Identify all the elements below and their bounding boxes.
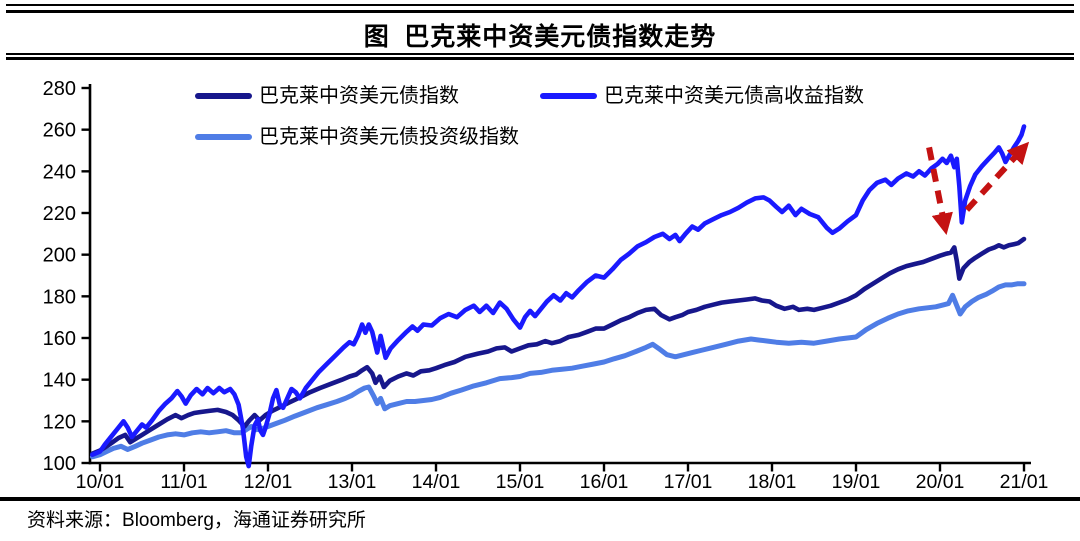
x-tick-label: 18/01 bbox=[748, 471, 797, 493]
series-investment-grade-index bbox=[89, 281, 1027, 460]
source-suffix: ，海通证券研究所 bbox=[213, 510, 366, 531]
y-tick-label: 140 bbox=[43, 370, 76, 392]
x-tick-label: 17/01 bbox=[664, 471, 713, 493]
x-tick-label: 19/01 bbox=[832, 471, 881, 493]
x-tick-label: 16/01 bbox=[580, 471, 629, 493]
y-tick-label: 200 bbox=[43, 245, 76, 267]
x-tick-label: 13/01 bbox=[328, 471, 377, 493]
y-tick-label: 120 bbox=[43, 411, 76, 433]
series-overall-index bbox=[90, 236, 1027, 456]
x-tick-label: 21/01 bbox=[1000, 471, 1049, 493]
source-prefix: 资料来源： bbox=[27, 510, 123, 531]
x-tick-label: 20/01 bbox=[916, 471, 965, 493]
x-tick-label: 10/01 bbox=[76, 471, 125, 493]
crash-down-arrow bbox=[926, 146, 953, 235]
y-axis-ticks: 100 120 140 160 180 200 220 240 260 280 bbox=[43, 78, 90, 475]
source-org: Bloomberg bbox=[122, 510, 214, 531]
x-tick-label: 11/01 bbox=[160, 471, 207, 493]
top-rule-thin bbox=[6, 4, 1074, 6]
top-rule-thick bbox=[6, 10, 1074, 13]
y-tick-label: 160 bbox=[43, 328, 76, 350]
y-tick-label: 180 bbox=[43, 286, 76, 308]
y-tick-label: 100 bbox=[43, 453, 76, 475]
x-axis-ticks: 10/01 11/01 12/01 13/01 14/01 15/01 16/01 17/01… bbox=[76, 463, 1049, 493]
rebound-up-arrow bbox=[964, 141, 1030, 212]
y-tick-label: 220 bbox=[43, 203, 76, 225]
y-tick-label: 280 bbox=[43, 78, 76, 100]
title-rule-thick bbox=[6, 57, 1074, 60]
series-high-yield-index bbox=[90, 124, 1027, 469]
source-line: 资料来源：Bloomberg，海通证券研究所 bbox=[27, 505, 366, 532]
x-tick-label: 12/01 bbox=[244, 471, 293, 493]
x-tick-label: 14/01 bbox=[412, 471, 461, 493]
y-tick-label: 260 bbox=[43, 120, 76, 142]
bottom-rule bbox=[0, 497, 1080, 501]
y-tick-label: 240 bbox=[43, 161, 76, 183]
title-rule-thin bbox=[6, 53, 1074, 55]
figure-title: 图 巴克莱中资美元债指数走势 bbox=[363, 24, 717, 51]
x-tick-label: 15/01 bbox=[496, 471, 545, 493]
